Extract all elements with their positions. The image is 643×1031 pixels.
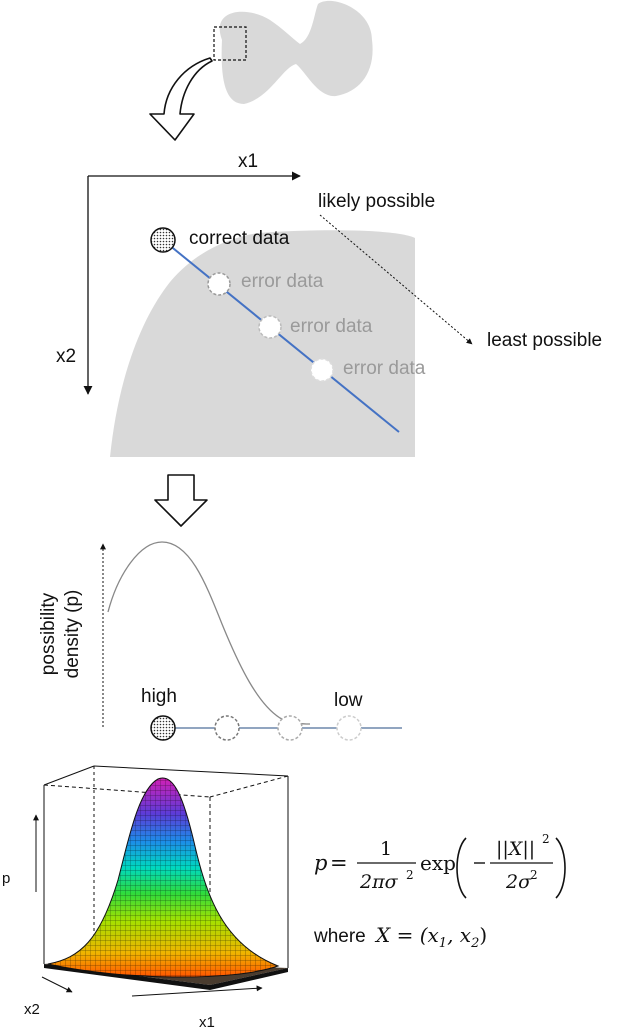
error-data-point-3 [310, 358, 334, 382]
zoom-curved-arrow [149, 57, 213, 141]
svg-text:=: = [330, 851, 348, 875]
gaussian-formula: p = 1 2πσ 2 exp ||X|| 2 2σ 2 [314, 832, 566, 899]
formula-denominator: 2πσ [359, 871, 399, 893]
x1-axis-label: x1 [238, 151, 258, 172]
down-block-arrow [154, 474, 208, 527]
x2-bottom-label: x2 [24, 1001, 40, 1018]
where-expression: X = (x1, x2) [374, 923, 487, 951]
likely-possible-label: likely possible [318, 191, 435, 212]
density-point-3 [277, 715, 303, 741]
error-data-point-1 [207, 272, 231, 296]
x1-bottom-label: x1 [199, 1014, 215, 1031]
x2-axis-label: x2 [56, 346, 76, 367]
data-manifold-blob [219, 0, 373, 104]
formula-inner-numerator-exp: 2 [542, 832, 550, 846]
error-data-label-3: error data [343, 358, 426, 379]
formula-inner-denominator-exp: 2 [530, 868, 538, 882]
formula-exp: exp [420, 851, 456, 875]
error-data-label-1: error data [241, 271, 324, 292]
error-data-label-2: error data [290, 316, 373, 337]
correct-data-point [150, 227, 176, 253]
density-point-high [150, 715, 176, 741]
high-label: high [141, 686, 177, 707]
density-point-2 [214, 715, 240, 741]
low-label: low [334, 690, 363, 711]
density-axis-label-line1: possibility [38, 592, 59, 675]
density-curve [107, 541, 311, 725]
selection-box [213, 26, 247, 61]
error-direction-line [162, 239, 400, 433]
p-axis-label: p [2, 870, 10, 887]
svg-text:p: p [314, 851, 327, 875]
possibility-arrow [319, 214, 473, 345]
correct-data-label: correct data [189, 228, 290, 249]
formula-inner-denominator: 2σ [505, 871, 532, 893]
formula-denominator-exp: 2 [406, 868, 414, 882]
least-possible-label: least possible [487, 330, 602, 351]
density-point-low [336, 715, 362, 741]
density-axis-label-line2: density (p) [62, 590, 83, 679]
error-data-point-2 [258, 315, 282, 339]
formula-inner-numerator: ||X|| [496, 838, 535, 860]
where-word: where [313, 926, 366, 947]
possible-region-shape [110, 230, 415, 457]
formula-numerator: 1 [380, 838, 392, 860]
gaussian-surface-plot [33, 765, 289, 997]
